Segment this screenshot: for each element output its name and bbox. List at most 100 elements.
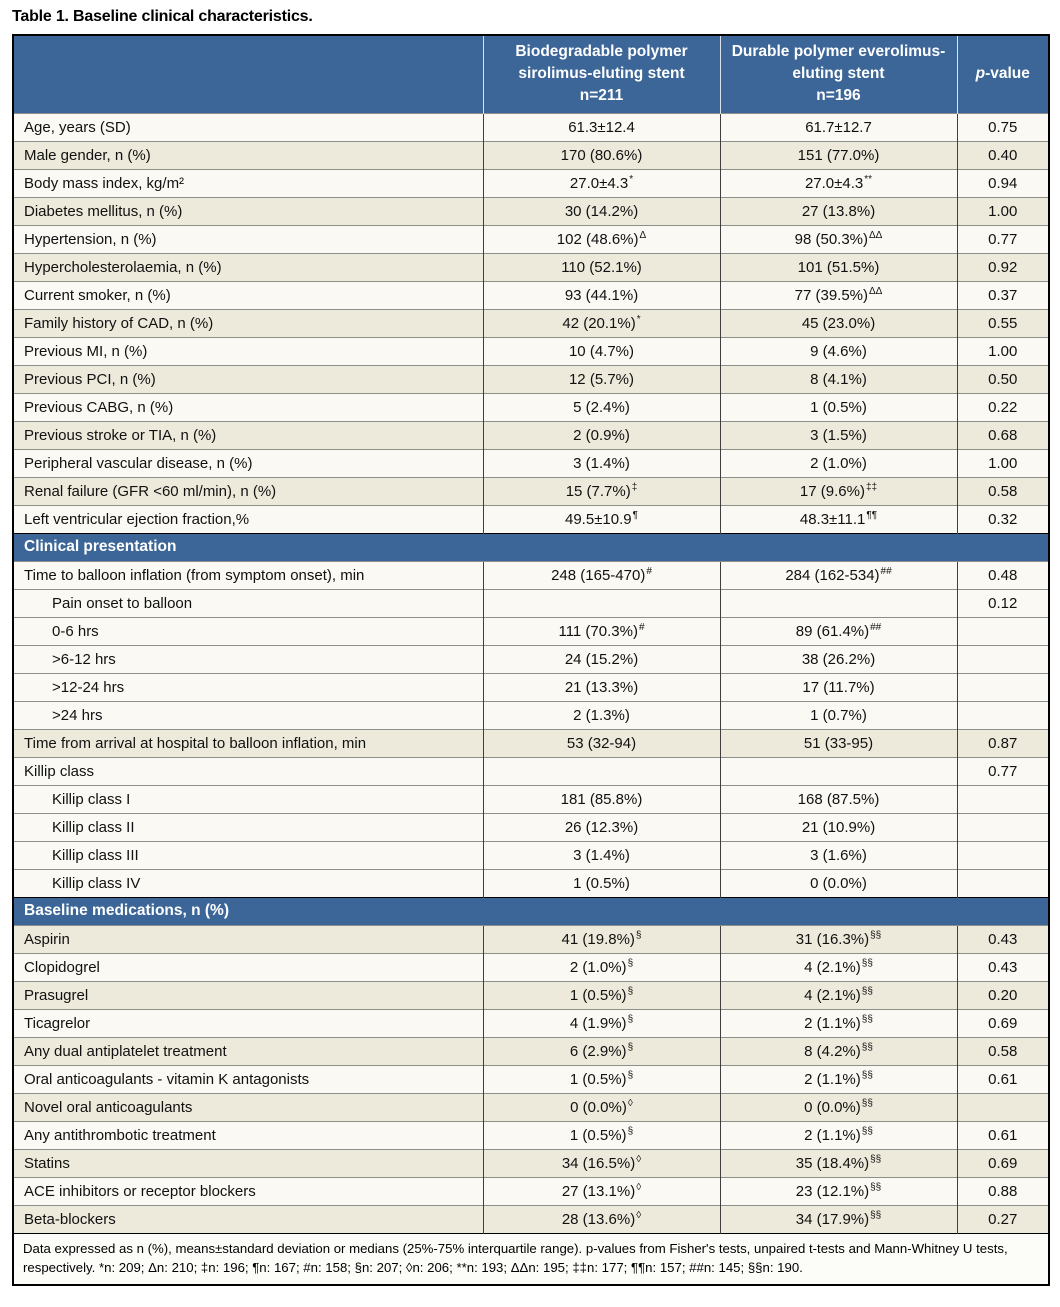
p-value-cell: 0.27 — [956, 1204, 1049, 1233]
biodegradable-value-cell: 248 (165-470)# — [482, 560, 720, 589]
biodegradable-value-cell: 170 (80.6%) — [482, 140, 720, 169]
row-label: Killip class I — [13, 784, 483, 813]
p-value-cell: 0.43 — [956, 952, 1049, 981]
durable-value-cell: 35 (18.4%)§§ — [719, 1148, 957, 1177]
table-body: Age, years (SD) 61.3±12.4 61.7±12.7 0.75 Mal… — [13, 112, 1049, 1233]
durable-value-cell: 21 (10.9%) — [719, 812, 957, 841]
durable-value-cell: 27.0±4.3** — [719, 168, 957, 197]
row-label: Time from arrival at hospital to balloon… — [13, 728, 483, 757]
row-label: Peripheral vascular disease, n (%) — [13, 448, 483, 477]
biodegradable-value-cell: 111 (70.3%)# — [482, 616, 720, 645]
footnote-marker: ## — [870, 621, 882, 633]
row-label: Renal failure (GFR <60 ml/min), n (%) — [13, 476, 483, 505]
durable-value-cell: 48.3±11.1¶¶ — [719, 504, 957, 533]
table-row: Renal failure (GFR <60 ml/min), n (%) 15 … — [13, 476, 1049, 505]
row-label: Oral anticoagulants - vitamin K antagoni… — [13, 1064, 483, 1093]
durable-value-cell: 17 (9.6%)‡‡ — [719, 476, 957, 505]
biodegradable-value-cell: 3 (1.4%) — [482, 840, 720, 869]
row-label: Previous PCI, n (%) — [13, 364, 483, 393]
biodegradable-value-cell: 181 (85.8%) — [482, 784, 720, 813]
durable-value-cell: 4 (2.1%)§§ — [719, 952, 957, 981]
table-row: Killip class IV 1 (0.5%) 0 (0.0%) — [13, 868, 1049, 897]
p-value-cell: 0.94 — [956, 168, 1049, 197]
durable-value-cell: 23 (12.1%)§§ — [719, 1176, 957, 1205]
row-label: Current smoker, n (%) — [13, 280, 483, 309]
footnote-marker: ◊ — [636, 1209, 642, 1221]
durable-value-cell — [719, 756, 957, 785]
row-label: >6-12 hrs — [13, 644, 483, 673]
row-label: Hypercholesterolaemia, n (%) — [13, 252, 483, 281]
footnote-marker: ## — [880, 565, 892, 577]
p-value-cell — [956, 644, 1049, 673]
biodegradable-value-cell: 26 (12.3%) — [482, 812, 720, 841]
biodegradable-value-cell: 93 (44.1%) — [482, 280, 720, 309]
row-label: >24 hrs — [13, 700, 483, 729]
p-value-cell — [956, 784, 1049, 813]
p-value-cell: 1.00 — [956, 196, 1049, 225]
row-label: Aspirin — [13, 924, 483, 953]
footnote-marker: ΔΔ — [869, 285, 883, 297]
table-row: Body mass index, kg/m² 27.0±4.3* 27.0±4.3*… — [13, 168, 1049, 197]
row-label: Ticagrelor — [13, 1008, 483, 1037]
p-value-cell: 0.75 — [956, 112, 1049, 141]
footnote-marker: § — [627, 957, 634, 969]
p-value-cell — [956, 616, 1049, 645]
row-label: Any dual antiplatelet treatment — [13, 1036, 483, 1065]
biodegradable-value-cell: 24 (15.2%) — [482, 644, 720, 673]
biodegradable-value-cell: 1 (0.5%) — [482, 868, 720, 897]
footnote-marker: ◊ — [627, 1097, 633, 1109]
durable-value-cell: 8 (4.1%) — [719, 364, 957, 393]
section-header-row: Clinical presentation — [13, 532, 1049, 561]
p-value-cell: 0.40 — [956, 140, 1049, 169]
footnote-row: Data expressed as n (%), means±standard … — [13, 1232, 1049, 1285]
biodegradable-value-cell: 1 (0.5%)§ — [482, 980, 720, 1009]
footnote-marker: ΔΔ — [869, 229, 883, 241]
durable-value-cell: 2 (1.1%)§§ — [719, 1008, 957, 1037]
footnote-marker: # — [638, 621, 645, 633]
durable-value-cell — [719, 588, 957, 617]
section-header-label: Baseline medications, n (%) — [13, 896, 1049, 925]
durable-value-cell: 51 (33-95) — [719, 728, 957, 757]
durable-value-cell: 2 (1.1%)§§ — [719, 1120, 957, 1149]
biodegradable-value-cell: 42 (20.1%)* — [482, 308, 720, 337]
durable-value-cell: 98 (50.3%)ΔΔ — [719, 224, 957, 253]
row-label: Clopidogrel — [13, 952, 483, 981]
durable-value-cell: 34 (17.9%)§§ — [719, 1204, 957, 1233]
table-row: Previous stroke or TIA, n (%) 2 (0.9%) 3 (… — [13, 420, 1049, 449]
footnote-marker: §§ — [870, 1209, 882, 1221]
footnote-marker: ¶¶ — [866, 509, 878, 521]
p-value-cell: 0.69 — [956, 1148, 1049, 1177]
table-row: Beta-blockers 28 (13.6%)◊ 34 (17.9%)§§ 0.27 — [13, 1204, 1049, 1233]
table-row: Aspirin 41 (19.8%)§ 31 (16.3%)§§ 0.43 — [13, 924, 1049, 953]
p-value-cell: 0.20 — [956, 980, 1049, 1009]
footnote-marker: §§ — [870, 1181, 882, 1193]
table-row: >12-24 hrs 21 (13.3%) 17 (11.7%) — [13, 672, 1049, 701]
table-row: Left ventricular ejection fraction,% 49.5… — [13, 504, 1049, 533]
biodegradable-value-cell: 21 (13.3%) — [482, 672, 720, 701]
durable-value-cell: 45 (23.0%) — [719, 308, 957, 337]
p-value-cell — [956, 1092, 1049, 1121]
row-label: Previous stroke or TIA, n (%) — [13, 420, 483, 449]
footnote-marker: § — [627, 985, 634, 997]
table-row: Prasugrel 1 (0.5%)§ 4 (2.1%)§§ 0.20 — [13, 980, 1049, 1009]
p-value-cell: 0.48 — [956, 560, 1049, 589]
table-row: >24 hrs 2 (1.3%) 1 (0.7%) — [13, 700, 1049, 729]
table-header: Biodegradable polymer sirolimus-eluting … — [13, 35, 1049, 113]
footnote-marker: §§ — [861, 1041, 873, 1053]
table-row: Statins 34 (16.5%)◊ 35 (18.4%)§§ 0.69 — [13, 1148, 1049, 1177]
biodegradable-value-cell: 34 (16.5%)◊ — [482, 1148, 720, 1177]
p-value-cell — [956, 868, 1049, 897]
footnote-marker: § — [627, 1125, 634, 1137]
footnote-marker: § — [627, 1041, 634, 1053]
table-row: Diabetes mellitus, n (%) 30 (14.2%) 27 (13… — [13, 196, 1049, 225]
header-empty-cell — [13, 35, 483, 113]
durable-value-cell: 4 (2.1%)§§ — [719, 980, 957, 1009]
durable-value-cell: 3 (1.5%) — [719, 420, 957, 449]
footnote-marker: §§ — [870, 1153, 882, 1165]
table-row: Age, years (SD) 61.3±12.4 61.7±12.7 0.75 — [13, 112, 1049, 141]
p-value-cell: 0.61 — [956, 1120, 1049, 1149]
p-value-cell: 0.61 — [956, 1064, 1049, 1093]
biodegradable-value-cell: 1 (0.5%)§ — [482, 1120, 720, 1149]
p-value-cell: 0.69 — [956, 1008, 1049, 1037]
footnote-marker: §§ — [861, 985, 873, 997]
